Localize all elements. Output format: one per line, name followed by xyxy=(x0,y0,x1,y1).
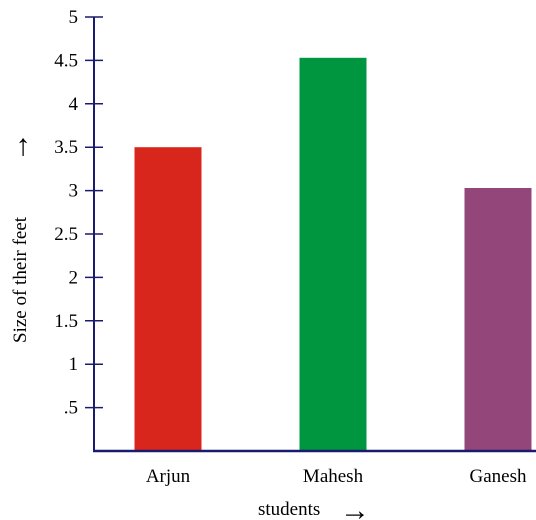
bar-mahesh xyxy=(299,57,367,452)
y-tick-label: 3.5 xyxy=(54,137,78,158)
axis-labels: .5 1 1.5 2 2.5 3 3.5 4 4.5 5 Arjun Mahesh Ganesh xyxy=(54,7,527,487)
y-tick-label: 2 xyxy=(69,267,79,288)
axes xyxy=(85,16,536,453)
y-tick-label: 4.5 xyxy=(54,50,78,71)
y-tick-label: 3 xyxy=(69,181,79,202)
bars xyxy=(134,57,532,452)
y-tick-label: 2.5 xyxy=(54,224,78,245)
x-axis-title: students xyxy=(258,499,320,520)
y-tick-label: 5 xyxy=(69,7,79,28)
x-axis-arrow: → xyxy=(340,494,370,520)
y-tick-label: 1 xyxy=(69,354,79,375)
y-axis-title: Size of their feet xyxy=(10,216,31,343)
bar-ganesh xyxy=(464,187,532,451)
bar-arjun xyxy=(134,147,202,451)
y-axis-arrow: → xyxy=(2,132,35,162)
x-category-label: Arjun xyxy=(146,466,191,487)
x-category-label: Ganesh xyxy=(470,466,527,487)
y-tick-label: 1.5 xyxy=(54,311,78,332)
y-tick-label: .5 xyxy=(64,398,78,419)
y-tick-label: 4 xyxy=(69,94,79,115)
x-category-label: Mahesh xyxy=(303,466,364,487)
